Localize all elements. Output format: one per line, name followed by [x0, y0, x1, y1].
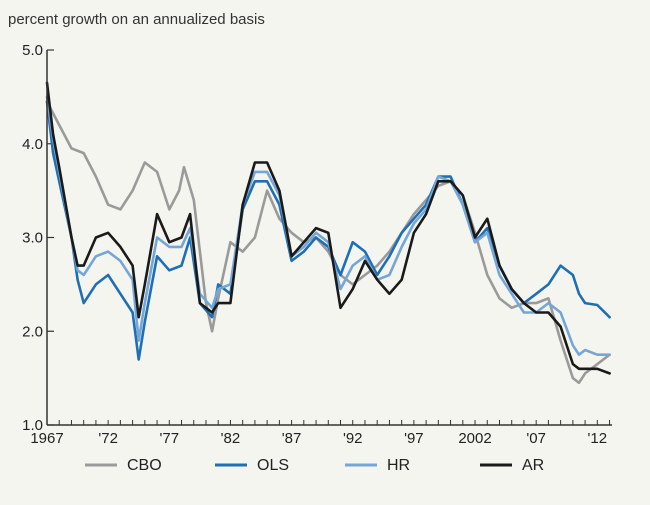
x-tick-label: '92	[343, 430, 363, 447]
x-axis: 1967 '72 '77 '82 '87 '92 '97 2002 '07 '12	[30, 420, 611, 447]
x-tick-label: '82	[221, 430, 241, 447]
axis-lines	[46, 50, 612, 426]
y-tick-label: 4.0	[22, 136, 43, 153]
series-lines	[45, 81, 611, 385]
x-tick-label: '77	[160, 430, 180, 447]
legend-label-cbo: CBO	[127, 457, 162, 474]
series-line-hr	[45, 95, 611, 357]
y-axis-title: percent growth on an annualized basis	[8, 11, 265, 28]
legend: CBO OLS HR AR	[85, 457, 544, 474]
y-axis: 1.0 2.0 3.0 4.0 5.0	[22, 42, 54, 434]
x-tick-label: '87	[282, 430, 302, 447]
x-tick-label: 1967	[30, 430, 63, 447]
legend-label-ols: OLS	[257, 457, 289, 474]
y-tick-label: 3.0	[22, 230, 43, 247]
legend-label-ar: AR	[522, 457, 544, 474]
x-tick-label: '72	[98, 430, 118, 447]
series-line-cbo	[45, 100, 611, 385]
series-line-ar	[45, 81, 611, 375]
x-tick-label: '97	[404, 430, 424, 447]
x-tick-label: 2002	[458, 430, 491, 447]
x-tick-label: '12	[588, 430, 608, 447]
x-tick-label: '07	[526, 430, 546, 447]
y-tick-label: 1.0	[22, 417, 43, 434]
legend-label-hr: HR	[387, 457, 410, 474]
y-tick-label: 2.0	[22, 323, 43, 340]
y-tick-label: 5.0	[22, 42, 43, 59]
